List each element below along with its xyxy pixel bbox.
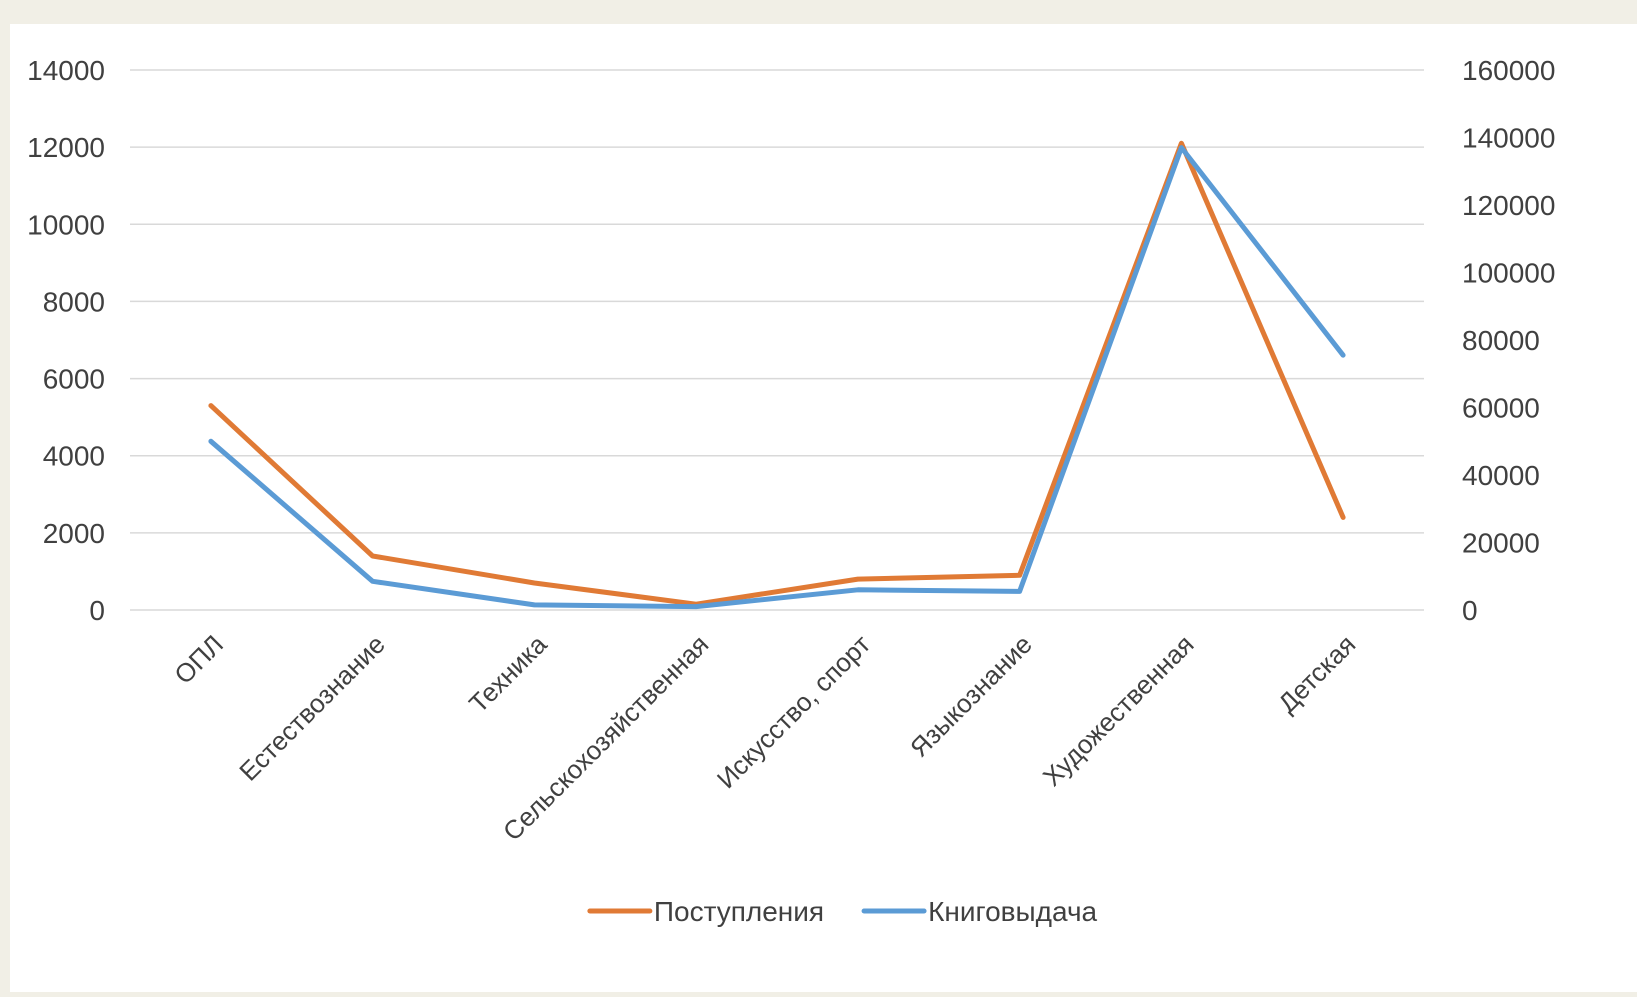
right-tick-label: 120000	[1462, 190, 1555, 221]
left-axis: 0 2000 4000 6000 8000 10000 12000 14000	[27, 55, 105, 626]
right-tick-label: 160000	[1462, 55, 1555, 86]
category-label: Художественная	[1037, 629, 1200, 792]
right-tick-label: 0	[1462, 595, 1478, 626]
right-tick-label: 80000	[1462, 325, 1540, 356]
right-tick-label: 60000	[1462, 393, 1540, 424]
left-tick-label: 0	[89, 595, 105, 626]
category-label: Языкознание	[904, 629, 1038, 763]
left-tick-label: 12000	[27, 132, 105, 163]
category-label: ОПЛ	[168, 629, 229, 690]
left-tick-label: 2000	[43, 518, 105, 549]
legend: Поступления Книговыдача	[590, 896, 1098, 927]
right-tick-label: 20000	[1462, 528, 1540, 559]
category-label: Естествознание	[233, 629, 391, 787]
left-tick-label: 6000	[43, 364, 105, 395]
chart-card: 0 2000 4000 6000 8000 10000 12000 14000 0 20000 4…	[10, 24, 1637, 992]
category-label: Детская	[1272, 629, 1361, 718]
series-lines	[211, 143, 1343, 607]
left-tick-label: 4000	[43, 441, 105, 472]
left-tick-label: 14000	[27, 55, 105, 86]
left-tick-label: 8000	[43, 286, 105, 317]
gridlines	[130, 70, 1424, 610]
right-tick-label: 40000	[1462, 460, 1540, 491]
right-axis: 0 20000 40000 60000 80000 100000 120000 140000 1…	[1462, 55, 1555, 626]
series-line-2	[211, 148, 1343, 607]
series-line-1	[211, 143, 1343, 604]
category-label: Техника	[463, 629, 553, 719]
right-tick-label: 100000	[1462, 258, 1555, 289]
left-tick-label: 10000	[27, 209, 105, 240]
line-chart: 0 2000 4000 6000 8000 10000 12000 14000 0 20000 4…	[10, 24, 1637, 992]
legend-label-2: Книговыдача	[928, 896, 1097, 927]
legend-label-1: Поступления	[654, 896, 824, 927]
category-label: Искусство, спорт	[711, 629, 876, 794]
right-tick-label: 140000	[1462, 123, 1555, 154]
